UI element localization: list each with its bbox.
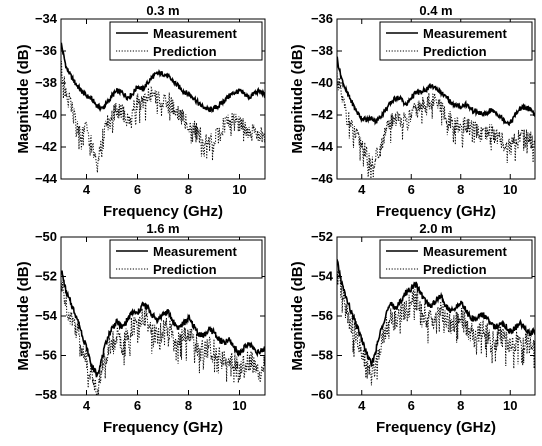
y-tick-label: −56: [35, 348, 57, 363]
y-ticks: −44 −42 −40 −38 −36 −34: [35, 11, 265, 186]
y-tick-label: −50: [35, 229, 57, 244]
legend-prediction-label: Prediction: [423, 44, 487, 59]
y-ticks: −58 −56 −54 −52 −50: [35, 229, 265, 402]
x-tick-label: 10: [232, 182, 246, 197]
y-tick-label: −58: [35, 387, 57, 402]
prediction-line: [61, 280, 265, 395]
x-tick-label: 8: [457, 398, 464, 413]
y-tick-label: −40: [311, 75, 333, 90]
legend: Measurement Prediction: [109, 239, 263, 279]
y-axis-label: Magnitude (dB): [15, 44, 32, 153]
y-tick-label: −56: [311, 308, 333, 323]
y-tick-label: −36: [35, 43, 57, 58]
axes-frame: [60, 18, 266, 180]
measurement-line: [61, 42, 265, 114]
prediction-line: [61, 60, 265, 173]
x-tick-label: 6: [408, 398, 415, 413]
measurement-line: [337, 259, 535, 367]
y-tick-label: −44: [35, 171, 58, 186]
x-tick-label: 10: [503, 398, 517, 413]
legend-measurement-label: Measurement: [423, 244, 507, 259]
x-axis-label: Frequency (GHz): [376, 419, 496, 436]
legend: Measurement Prediction: [379, 21, 533, 61]
x-ticks: 4 6 8 10: [83, 237, 247, 413]
measurement-line: [61, 270, 265, 378]
y-axis-label: Magnitude (dB): [289, 44, 306, 153]
plot-area: [61, 42, 265, 173]
chart-title: 0.3 m: [146, 3, 179, 18]
panel-3: 4 6 8 10 −60 −58 −56 −54 −52 2.0 m Frequency (G…: [289, 221, 536, 436]
measurement-line: [337, 56, 535, 127]
legend-measurement-label: Measurement: [423, 26, 507, 41]
legend: Measurement Prediction: [379, 239, 533, 279]
legend-prediction-label: Prediction: [153, 262, 217, 277]
legend-prediction-label: Prediction: [423, 262, 487, 277]
x-tick-label: 8: [185, 398, 192, 413]
legend-prediction-label: Prediction: [153, 44, 217, 59]
y-tick-label: −46: [311, 171, 333, 186]
y-tick-label: −44: [311, 139, 334, 154]
x-axis-label: Frequency (GHz): [376, 203, 496, 220]
legend-measurement-label: Measurement: [153, 244, 237, 259]
y-axis-label: Magnitude (dB): [289, 261, 306, 370]
y-tick-label: −40: [35, 107, 57, 122]
legend-box: [379, 239, 533, 279]
y-tick-label: −38: [35, 75, 57, 90]
legend-box: [109, 239, 263, 279]
x-tick-label: 6: [134, 182, 141, 197]
x-axis-label: Frequency (GHz): [103, 419, 223, 436]
x-tick-label: 6: [134, 398, 141, 413]
y-tick-label: −38: [311, 43, 333, 58]
y-ticks: −60 −58 −56 −54 −52: [311, 229, 535, 402]
y-tick-label: −58: [311, 348, 333, 363]
x-tick-label: 10: [232, 398, 246, 413]
legend: Measurement Prediction: [109, 21, 263, 61]
x-tick-label: 4: [358, 398, 366, 413]
y-tick-label: −34: [35, 11, 58, 26]
y-ticks: −46 −44 −42 −40 −38 −36: [311, 11, 535, 186]
x-tick-label: 6: [408, 182, 415, 197]
y-tick-label: −60: [311, 387, 333, 402]
plot-area: [61, 270, 265, 395]
x-tick-label: 8: [185, 182, 192, 197]
prediction-line: [337, 268, 535, 386]
axes-frame: [336, 18, 536, 180]
plot-area: [337, 56, 535, 179]
plot-area: [337, 259, 535, 386]
y-tick-label: −54: [35, 308, 58, 323]
y-tick-label: −52: [311, 229, 333, 244]
legend-measurement-label: Measurement: [153, 26, 237, 41]
panel-1: 4 6 8 10 −46 −44 −42 −40 −38 −36 0.4 m Frequency…: [289, 3, 536, 220]
x-tick-label: 8: [457, 182, 464, 197]
y-tick-label: −42: [35, 139, 57, 154]
x-tick-label: 4: [83, 182, 91, 197]
y-tick-label: −54: [311, 269, 334, 284]
chart-title: 2.0 m: [419, 221, 452, 236]
x-tick-label: 10: [503, 182, 517, 197]
x-tick-label: 4: [358, 182, 366, 197]
x-tick-label: 4: [83, 398, 91, 413]
chart-title: 0.4 m: [419, 3, 452, 18]
panel-2: 4 6 8 10 −58 −56 −54 −52 −50 1.6 m Frequency (G…: [15, 221, 266, 436]
y-tick-label: −42: [311, 107, 333, 122]
y-axis-label: Magnitude (dB): [15, 261, 32, 370]
legend-box: [379, 21, 533, 61]
x-axis-label: Frequency (GHz): [103, 203, 223, 220]
y-tick-label: −52: [35, 269, 57, 284]
chart-title: 1.6 m: [146, 221, 179, 236]
panel-0: 4 6 8 10 −44 −42 −40 −38 −36 −34 0.3 m Frequency…: [15, 3, 266, 220]
legend-box: [109, 21, 263, 61]
y-tick-label: −36: [311, 11, 333, 26]
